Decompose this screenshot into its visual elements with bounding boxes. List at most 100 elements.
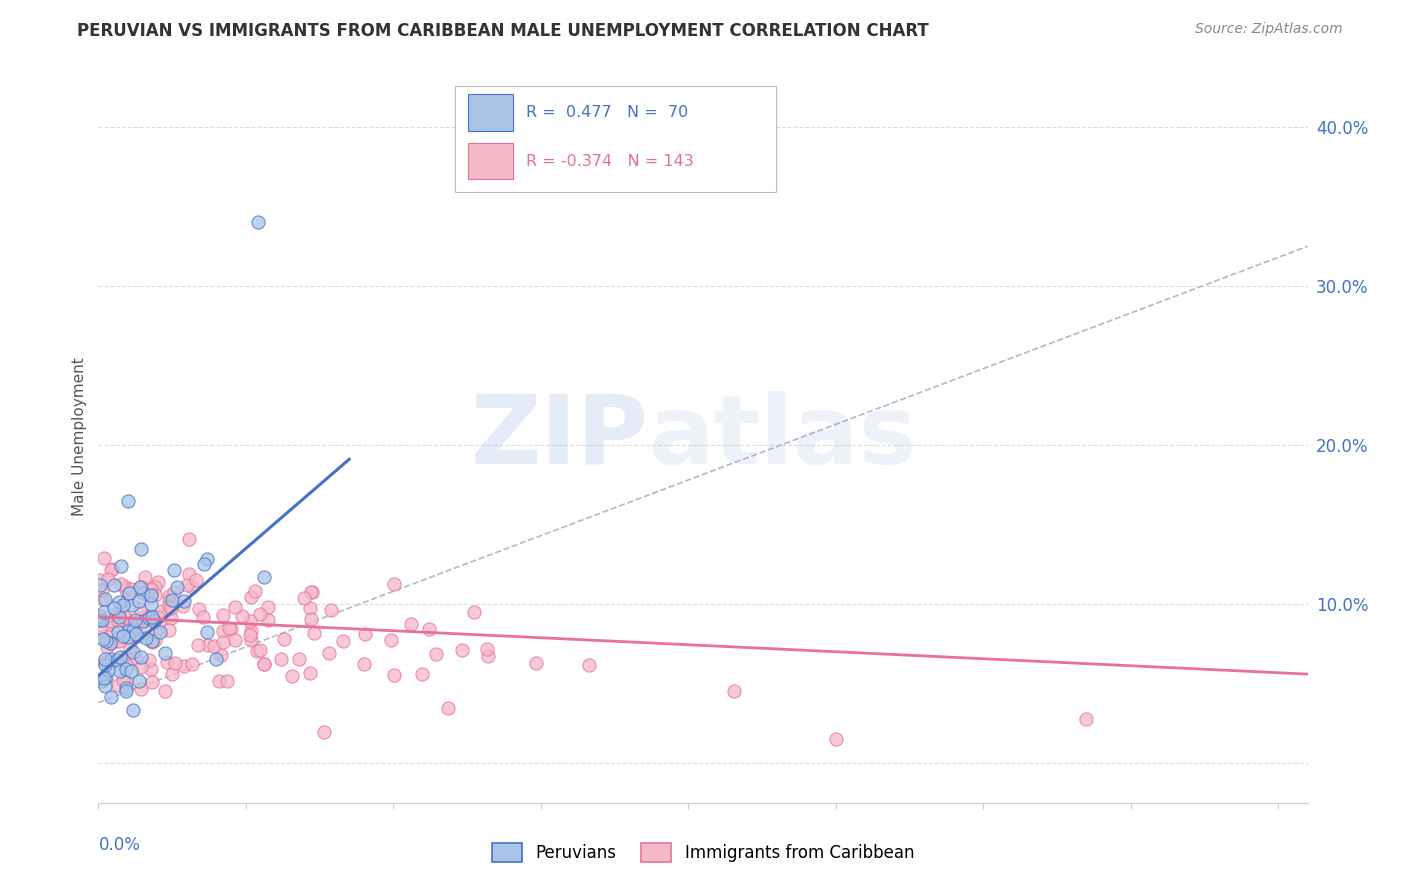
Point (239, 633, 262, 648)
Point (149, 624, 172, 639)
Point (212, 635, 235, 649)
Point (91, 673, 114, 688)
Point (384, 577, 406, 591)
Point (129, 682, 152, 697)
Point (141, 634, 163, 648)
Point (115, 612, 138, 626)
Point (411, 666, 433, 681)
Point (89, 620, 111, 634)
Point (301, 585, 323, 599)
Point (146, 610, 169, 624)
Point (163, 585, 186, 599)
Point (197, 638, 219, 652)
Point (312, 724, 335, 739)
Point (97, 573, 120, 587)
Point (299, 612, 322, 626)
Point (253, 657, 276, 671)
Point (94, 670, 117, 684)
Point (253, 657, 276, 672)
Point (127, 629, 149, 643)
Point (115, 582, 138, 597)
Point (142, 613, 165, 627)
Point (160, 601, 183, 615)
Point (155, 684, 177, 698)
Point (380, 633, 402, 648)
Point (353, 657, 375, 671)
Point (128, 601, 150, 615)
Point (96, 640, 118, 654)
Point (195, 625, 218, 640)
Point (120, 640, 142, 655)
Point (100, 690, 122, 704)
Point (463, 606, 485, 620)
Point (128, 673, 150, 688)
Point (141, 582, 163, 597)
Point (160, 593, 183, 607)
Point (131, 610, 153, 624)
Point (121, 623, 143, 637)
Point (157, 594, 180, 608)
Point (117, 493, 139, 508)
Point (148, 575, 170, 590)
Point (253, 570, 276, 584)
Point (117, 619, 139, 633)
Point (124, 613, 146, 627)
Point (299, 584, 322, 599)
Point (90, 613, 112, 627)
Point (93, 605, 115, 619)
Text: Source: ZipAtlas.com: Source: ZipAtlas.com (1195, 22, 1343, 37)
Point (159, 611, 181, 625)
Point (129, 541, 152, 556)
Point (477, 641, 499, 656)
Point (115, 683, 138, 698)
Point (156, 655, 179, 669)
Point (209, 648, 232, 663)
Point (114, 609, 136, 624)
Point (160, 667, 183, 681)
Point (824, 732, 846, 747)
Text: ZIP: ZIP (471, 391, 648, 483)
Point (157, 599, 180, 614)
Point (94, 592, 117, 607)
Point (121, 645, 143, 659)
Point (107, 606, 129, 620)
Point (165, 656, 187, 670)
Point (425, 648, 447, 662)
Point (125, 627, 148, 641)
Point (187, 601, 209, 615)
Point (292, 591, 315, 606)
Point (108, 630, 131, 644)
Y-axis label: Male Unemployment: Male Unemployment (72, 358, 87, 516)
Point (127, 615, 149, 629)
Point (157, 589, 180, 603)
Point (117, 658, 139, 673)
Point (243, 584, 266, 599)
Point (239, 624, 262, 639)
Point (135, 632, 157, 646)
Point (118, 586, 141, 600)
Point (100, 636, 122, 650)
Point (163, 562, 186, 576)
Point (100, 614, 122, 628)
Point (184, 573, 207, 587)
Point (89, 609, 111, 624)
Point (108, 610, 131, 624)
Point (117, 592, 139, 607)
Point (249, 643, 271, 657)
Point (148, 615, 170, 629)
Point (212, 607, 235, 622)
Point (177, 566, 200, 581)
Point (132, 615, 155, 629)
Point (93, 671, 115, 685)
Point (91, 592, 114, 607)
Point (93, 551, 115, 566)
Point (94, 652, 117, 666)
Point (239, 628, 262, 642)
Point (723, 684, 745, 698)
Point (172, 599, 194, 614)
Point (143, 626, 166, 640)
Point (139, 662, 162, 676)
Point (231, 608, 253, 623)
Point (166, 580, 188, 594)
Point (93, 679, 115, 693)
